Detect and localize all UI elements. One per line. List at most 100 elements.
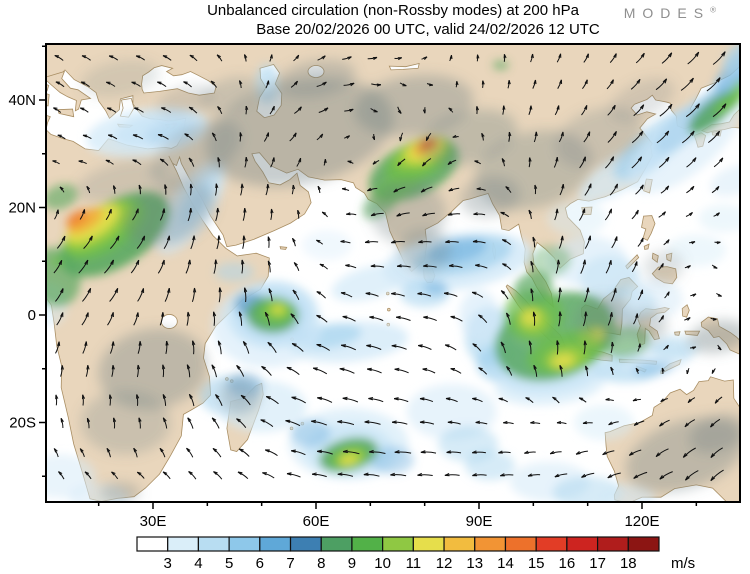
wind-arrowhead: [641, 104, 645, 110]
wind-arrowhead: [162, 471, 168, 474]
gray-blob: [80, 390, 171, 455]
wind-arrowhead: [655, 452, 660, 457]
wind-arrowhead: [710, 453, 714, 458]
wind-arrowhead: [661, 367, 665, 372]
wind-arrowhead: [418, 239, 423, 243]
wind-arrowhead: [691, 77, 694, 83]
registered-mark-icon: ®: [710, 5, 716, 15]
island: [681, 304, 690, 318]
wind-arrowhead: [211, 132, 216, 136]
wind-arrowhead: [192, 340, 196, 346]
wind-arrowhead: [666, 157, 670, 162]
wind-arrowhead: [448, 263, 454, 267]
wind-arrowhead: [478, 314, 483, 317]
colorbar-tick-label: 7: [286, 555, 294, 572]
gray-blob: [80, 59, 160, 98]
wind-arrowhead: [78, 160, 83, 162]
wind-arrowhead: [53, 107, 58, 109]
wind-arrowhead: [238, 311, 243, 316]
shade-blob: [527, 245, 572, 278]
wind-arrowhead: [664, 78, 668, 84]
chart-subtitle: Base 20/02/2026 00 UTC, valid 24/02/2026…: [256, 21, 600, 38]
wind-arrowhead: [79, 448, 84, 452]
wind-arrowhead: [193, 235, 196, 241]
wind-arrowhead: [368, 449, 374, 453]
wind-arrowhead: [86, 260, 89, 265]
wind-arrowhead: [475, 263, 480, 266]
colorbar-cell: [320, 536, 353, 552]
wind-arrowhead: [610, 366, 614, 371]
wind-arrowhead: [159, 447, 164, 452]
wind-arrowhead: [194, 287, 197, 293]
wind-arrowhead: [582, 421, 587, 424]
colorbar-cell: [351, 536, 384, 552]
wind-arrowhead: [584, 259, 587, 265]
wind-arrowhead: [62, 288, 64, 294]
wind-arrowhead: [294, 132, 297, 138]
wind-arrowhead: [219, 287, 222, 293]
wind-arrowhead: [581, 473, 586, 478]
wind-arrowhead: [311, 472, 317, 475]
colorbar-tick-label: 12: [436, 555, 453, 572]
wind-arrowhead: [498, 450, 503, 454]
wind-arrowhead: [242, 341, 248, 345]
wind-arrowhead: [628, 451, 633, 456]
shade-blob: [66, 210, 88, 227]
wind-arrowhead: [367, 367, 372, 370]
wind-arrowhead: [697, 103, 700, 109]
wind-arrowhead: [575, 451, 580, 455]
wind-arrowhead: [639, 156, 643, 162]
wind-arrowhead: [215, 183, 219, 188]
wind-arrowhead: [241, 259, 245, 265]
wind-arrowhead: [534, 184, 538, 189]
wind-arrowhead: [716, 212, 720, 217]
wind-arrowhead: [419, 397, 425, 400]
colorbar-cell: [136, 536, 169, 552]
wind-arrowhead: [245, 105, 249, 110]
y-tick-label: 20N: [8, 200, 36, 217]
wind-arrowhead: [557, 259, 561, 265]
wind-arrowhead: [506, 365, 511, 370]
wind-arrowhead: [549, 450, 554, 455]
wind-arrowhead: [211, 364, 216, 369]
x-tick-label: 90E: [466, 513, 493, 530]
wind-arrowhead: [473, 212, 478, 215]
wind-arrowhead: [666, 185, 670, 191]
gray-blob: [555, 107, 642, 169]
wind-arrowhead: [696, 51, 700, 57]
wind-arrowhead: [456, 81, 459, 86]
wind-arrowhead: [607, 474, 612, 479]
wind-arrowhead: [445, 397, 451, 399]
wind-arrowhead: [166, 340, 169, 346]
shade-blob: [513, 271, 553, 305]
wind-arrowhead: [341, 344, 346, 346]
wind-arrowhead: [320, 133, 324, 138]
wind-arrowhead: [552, 396, 557, 399]
wind-arrowhead: [189, 259, 192, 265]
wind-arrowhead: [663, 211, 666, 216]
wind-arrowhead: [417, 292, 423, 295]
wind-arrowhead: [112, 259, 114, 265]
wind-arrowhead: [554, 473, 559, 478]
wind-arrowhead: [295, 81, 298, 86]
wind-arrowhead: [684, 475, 689, 481]
island: [57, 108, 75, 118]
wind-arrowhead: [397, 110, 402, 114]
x-tick-label: 60E: [303, 513, 330, 530]
wind-arrowhead: [60, 260, 63, 265]
wind-arrowhead: [372, 136, 375, 141]
wind-arrowhead: [528, 209, 533, 214]
colorbar-cell: [228, 536, 261, 552]
wind-arrowhead: [556, 157, 559, 162]
wind-arrowhead: [556, 208, 559, 214]
wind-arrowhead: [642, 53, 645, 58]
wind-arrowhead: [244, 208, 247, 213]
wind-arrowhead: [662, 263, 664, 268]
colorbar-tick-label: 8: [317, 555, 325, 572]
wind-arrowhead: [717, 77, 721, 83]
wind-arrowhead: [659, 422, 663, 427]
wind-arrowhead: [364, 420, 370, 423]
wind-arrowhead: [236, 364, 241, 369]
wind-arrowhead: [478, 367, 483, 370]
